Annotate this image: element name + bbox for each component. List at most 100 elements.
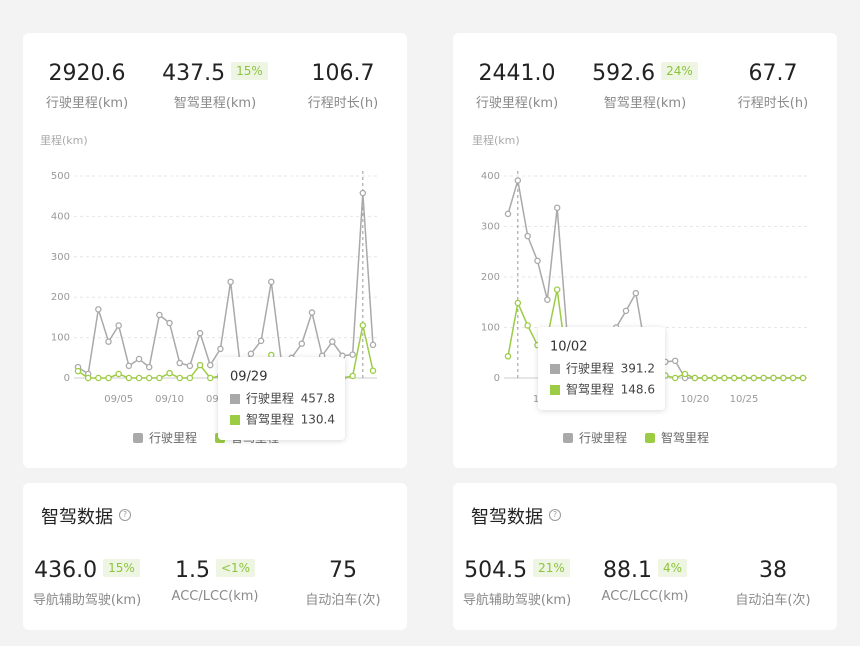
data-point: [176, 359, 183, 367]
data-point: [514, 177, 522, 184]
data-point: [135, 374, 143, 382]
y-tick-label: 100: [481, 323, 500, 334]
stat-row: 2441.0 行驶里程(km) 592.6 24% 智驾里程(km) 67.7 行程时长(h…: [453, 60, 837, 111]
legend-label: 行驶里程: [579, 430, 627, 445]
data-point: [691, 374, 699, 382]
data-point: [84, 374, 92, 382]
assist-card: 智驾数据? 436.0 15% 导航辅助驾驶(km) 1.5 <1% ACC/LCC(km)…: [23, 483, 407, 630]
help-icon: ?: [119, 509, 131, 521]
data-point: [135, 355, 143, 363]
data-point: [359, 189, 367, 197]
stat-badge: 4%: [657, 559, 688, 577]
stat: 67.7 行程时长(h): [709, 60, 837, 111]
data-point: [671, 374, 679, 382]
stat-value: 38: [759, 558, 787, 583]
assist-card: 智驾数据? 504.5 21% 导航辅助驾驶(km) 88.1 4% ACC/LCC(km)…: [453, 483, 837, 630]
data-point: [115, 322, 122, 329]
y-axis-title: 里程(km): [472, 134, 520, 147]
data-point: [632, 289, 640, 297]
data-point: [750, 374, 758, 382]
data-point: [298, 340, 306, 347]
data-point: [227, 278, 234, 286]
stat-label: 智驾里程(km): [173, 96, 257, 111]
y-tick-label: 0: [64, 373, 70, 384]
stat-label: ACC/LCC(km): [171, 589, 259, 604]
summary-card: 2920.6 行驶里程(km) 437.5 15% 智驾里程(km) 106.7 行程时长(…: [23, 33, 407, 468]
tooltip-title: 09/29: [230, 370, 267, 385]
tooltip-label: 行驶里程: [566, 361, 614, 376]
y-tick-label: 200: [481, 272, 500, 283]
stat: 504.5 21% 导航辅助驾驶(km): [453, 557, 581, 608]
legend-swatch: [645, 433, 655, 443]
stat-value: 436.0: [34, 558, 98, 583]
y-tick-label: 300: [51, 252, 70, 263]
stat-label: 导航辅助驾驶(km): [32, 593, 142, 608]
data-point: [166, 319, 173, 327]
stat-value: 437.5: [162, 61, 226, 86]
data-point: [196, 361, 204, 369]
stat: 38 自动泊车(次): [709, 557, 837, 608]
data-point: [514, 299, 522, 307]
legend-swatch: [133, 433, 143, 443]
stat-value-line: 106.7: [279, 60, 407, 88]
data-point: [329, 338, 336, 345]
stat: 2441.0 行驶里程(km): [453, 60, 581, 111]
data-point: [789, 374, 797, 382]
tooltip-swatch: [550, 385, 560, 395]
stat-label: 行程时长(h): [307, 96, 379, 111]
x-tick-label: 09/10: [155, 394, 184, 405]
data-point: [770, 374, 777, 382]
stat-value: 88.1: [602, 558, 652, 583]
data-point: [671, 357, 679, 365]
stat-value: 2441.0: [478, 61, 556, 86]
data-point: [524, 322, 531, 329]
stat: 75 自动泊车(次): [279, 557, 407, 608]
stat-label: 行驶里程(km): [475, 96, 559, 111]
stat: 437.5 15% 智驾里程(km): [151, 60, 279, 111]
data-point: [504, 353, 512, 360]
data-point: [721, 374, 728, 382]
data-point: [257, 337, 265, 345]
tooltip: [538, 327, 665, 410]
stat-value: 1.5: [174, 558, 210, 583]
assist-title: 智驾数据: [471, 507, 543, 528]
stat-value: 75: [329, 558, 357, 583]
data-point: [206, 374, 214, 382]
stat: 436.0 15% 导航辅助驾驶(km): [23, 557, 151, 608]
data-point: [799, 374, 807, 382]
tooltip-swatch: [230, 415, 240, 425]
stat-label: 行驶里程(km): [45, 96, 129, 111]
stat-value-line: 2920.6: [23, 60, 151, 88]
tooltip-label: 智驾里程: [246, 412, 294, 427]
data-point: [145, 374, 153, 382]
stat-label: ACC/LCC(km): [601, 589, 689, 604]
data-point: [359, 322, 367, 329]
data-point: [247, 350, 255, 358]
data-point: [553, 204, 561, 212]
data-point: [95, 374, 102, 382]
data-point: [156, 311, 163, 319]
data-point: [760, 374, 767, 382]
stat: 1.5 <1% ACC/LCC(km): [151, 557, 279, 608]
stat-badge: 15%: [103, 559, 140, 577]
data-point: [145, 363, 153, 371]
stat-value-line: 38: [709, 557, 837, 585]
y-axis-title: 里程(km): [40, 134, 88, 147]
stat-value: 2920.6: [48, 61, 126, 86]
stat-badge: 21%: [533, 559, 570, 577]
tooltip-label: 行驶里程: [246, 391, 294, 406]
data-point: [711, 374, 718, 382]
data-point: [504, 210, 512, 218]
y-tick-label: 100: [51, 333, 70, 344]
stat: 88.1 4% ACC/LCC(km): [581, 557, 709, 608]
data-point: [166, 369, 173, 377]
data-point: [105, 374, 112, 382]
data-point: [176, 374, 183, 382]
stat: 2920.6 行驶里程(km): [23, 60, 151, 111]
y-tick-label: 500: [51, 171, 70, 182]
stat-value-line: 2441.0: [453, 60, 581, 88]
data-point: [156, 374, 163, 382]
stat-value-line: 436.0 15%: [23, 557, 151, 585]
stat: 592.6 24% 智驾里程(km): [581, 60, 709, 111]
